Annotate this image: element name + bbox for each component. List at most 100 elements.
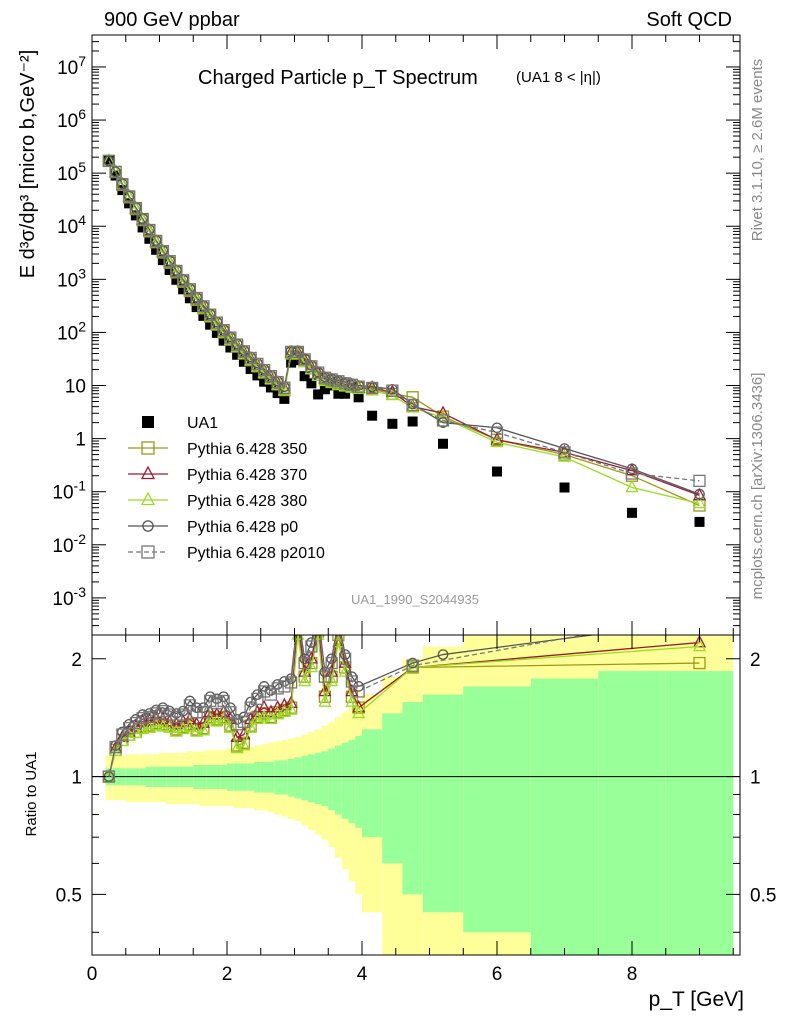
ratio-point (693, 656, 706, 670)
stat-uncertainty-band (233, 763, 241, 791)
data-point (277, 382, 291, 396)
y-tick-label: 107 (57, 53, 86, 79)
data-point (492, 466, 502, 477)
ratio-point (692, 638, 707, 652)
stat-uncertainty-band (382, 713, 403, 864)
stat-uncertainty-band (422, 694, 464, 913)
ratio-point (333, 621, 344, 631)
data-point (306, 378, 317, 389)
ratio-y-tick-label-right: 0.5 (750, 885, 776, 906)
legend-marker (142, 520, 154, 532)
ratio-point (437, 649, 449, 660)
stat-uncertainty-band (463, 686, 531, 933)
data-point (318, 371, 332, 384)
ratio-point (156, 704, 170, 718)
ratio-point (163, 720, 177, 733)
chart-subtitle: (UA1 8 < |η|) (516, 69, 601, 86)
ratio-point (325, 673, 339, 687)
stat-uncertainty-band (301, 755, 308, 801)
stat-uncertainty-band (260, 761, 268, 793)
ratio-point (144, 708, 155, 719)
data-point (340, 388, 351, 399)
series-0 (103, 155, 705, 527)
ratio-point (352, 705, 366, 719)
ratio-point (284, 702, 298, 715)
x-axis-label: p_T [GeV] (649, 988, 744, 1011)
data-point (559, 482, 570, 493)
data-point (490, 426, 504, 439)
data-point (284, 345, 298, 359)
ratio-plot-axes: 0.5 0.5 1 1 2 2 0 2 4 6 8 (56, 635, 776, 985)
legend-label: Pythia 6.428 370 (187, 467, 307, 484)
rivet-version-label: Rivet 3.1.10, ≥ 2.6M events (749, 59, 766, 242)
y-tick-label: 10 (65, 377, 86, 398)
data-point (144, 233, 155, 244)
ratio-point (170, 710, 183, 724)
stat-uncertainty-band (598, 671, 666, 955)
legend-item: Pythia 6.428 370 (128, 465, 307, 484)
stat-uncertainty-band (227, 763, 234, 791)
data-point (245, 363, 256, 374)
stat-uncertainty-band (254, 761, 261, 793)
stat-uncertainty-band (287, 758, 295, 797)
stat-uncertainty-band (294, 757, 302, 799)
ratio-point (176, 708, 190, 721)
ratio-point (292, 615, 303, 625)
ratio-y-tick-label-right: 1 (750, 768, 761, 789)
y-tick-label: 102 (57, 318, 86, 344)
data-point (438, 438, 448, 449)
data-point (238, 356, 249, 367)
chart-title: Charged Particle p_T Spectrum (198, 67, 478, 89)
data-point (203, 309, 217, 322)
stat-uncertainty-band (274, 760, 281, 795)
x-tick-label: 4 (357, 964, 368, 985)
series-line (108, 160, 700, 482)
ratio-point (318, 670, 332, 683)
data-point (196, 300, 210, 314)
data-point (184, 293, 195, 304)
ratio-point (292, 612, 303, 623)
legend-marker (141, 441, 155, 455)
ratio-point (305, 640, 318, 653)
ratio-point (334, 616, 343, 625)
data-point (272, 388, 283, 399)
data-point (279, 393, 290, 404)
main-y-axis-label: E d³σ/dp³ [micro b,GeV⁻²] (17, 50, 39, 279)
legend-item: Pythia 6.428 p2010 (128, 545, 325, 562)
data-point (129, 201, 143, 215)
x-tick-label: 8 (627, 964, 638, 985)
data-point (693, 474, 706, 488)
stat-uncertainty-band (665, 671, 734, 955)
stat-uncertainty-band (267, 761, 275, 793)
data-point (137, 222, 148, 233)
ratio-point (149, 707, 163, 720)
ratio-line (108, 635, 588, 777)
data-point (385, 387, 399, 401)
data-point (163, 255, 176, 268)
stat-uncertainty-band (341, 742, 349, 819)
ratio-point (156, 719, 170, 732)
data-point (149, 234, 163, 248)
data-point (353, 392, 364, 403)
legend-marker (142, 416, 154, 428)
data-point (116, 178, 129, 191)
ratio-point (345, 675, 359, 688)
data-point (319, 384, 330, 395)
ratio-point (224, 706, 237, 719)
data-point (122, 190, 136, 203)
data-point (313, 389, 324, 400)
ratio-point (109, 743, 123, 757)
ratio-point (109, 740, 122, 754)
data-point (437, 417, 449, 428)
data-point (178, 284, 189, 295)
data-point (157, 255, 168, 266)
ratio-point (332, 635, 345, 642)
stat-uncertainty-band (328, 748, 335, 811)
data-point (291, 345, 305, 359)
stat-uncertainty-band (402, 702, 423, 895)
ratio-point (318, 694, 332, 707)
data-point (203, 308, 217, 321)
data-point (406, 398, 419, 412)
data-point (558, 446, 571, 459)
